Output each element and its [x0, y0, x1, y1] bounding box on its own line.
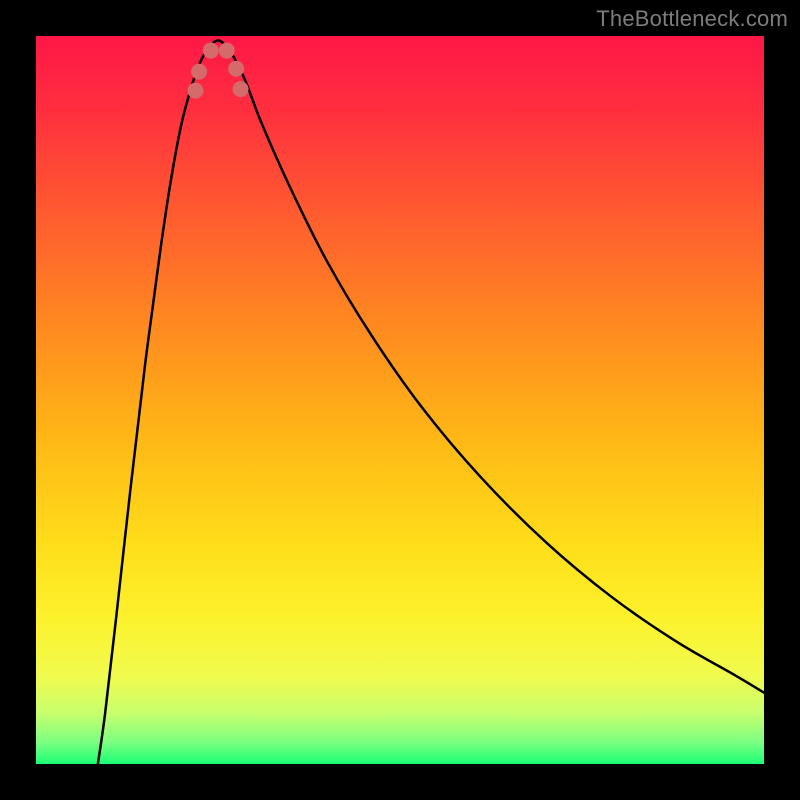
data-dot — [191, 64, 207, 80]
data-dot — [228, 61, 244, 77]
data-dot — [219, 43, 235, 59]
data-dot — [233, 81, 249, 97]
source-watermark: TheBottleneck.com — [596, 6, 788, 32]
dot-cluster — [36, 36, 764, 764]
data-dot — [187, 83, 203, 99]
data-dot — [203, 43, 219, 59]
figure-outer: TheBottleneck.com — [0, 0, 800, 800]
plot-area — [36, 36, 764, 764]
